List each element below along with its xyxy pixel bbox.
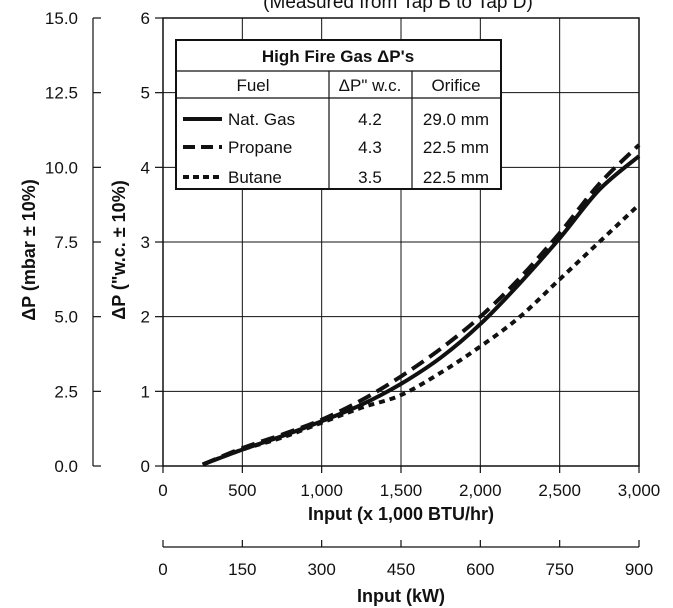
x-kw-tick-label: 900 [625,560,653,579]
y-mbar-tick-label: 15.0 [45,9,78,28]
x-axis-kw-title: Input (kW) [357,586,445,606]
legend-header-dp: ΔP" w.c. [339,76,402,95]
y-axis-mbar-title: ΔP (mbar ± 10%) [19,179,39,321]
x-kw-tick-label: 750 [545,560,573,579]
y-axis-inner: 0 1 2 3 4 5 6 [141,9,163,476]
legend-dp-propane: 4.3 [358,138,382,157]
x-axis-kw: 0 150 300 450 600 750 900 [158,540,653,579]
y-tick-label: 2 [141,308,150,327]
legend-dp-butane: 3.5 [358,168,382,187]
y-tick-label: 6 [141,9,150,28]
y-tick-label: 5 [141,84,150,103]
y-tick-label: 3 [141,233,150,252]
x-tick-label: 500 [228,481,256,500]
y-axis-inner-title: ΔP ("w.c. ± 10%) [109,180,129,319]
x-tick-label: 2,000 [459,481,502,500]
x-kw-tick-label: 600 [466,560,494,579]
y-tick-label: 1 [141,382,150,401]
legend-title: High Fire Gas ΔP's [262,47,414,66]
y-mbar-tick-label: 10.0 [45,158,78,177]
series-butane [201,203,641,467]
x-tick-label: 2,500 [538,481,581,500]
y-tick-label: 0 [141,457,150,476]
series-nat-gas [201,154,641,467]
legend-orifice-propane: 22.5 mm [423,138,489,157]
x-tick-label: 1,000 [300,481,343,500]
y-tick-label: 4 [141,158,150,177]
legend-dp-nat-gas: 4.2 [358,110,382,129]
x-kw-tick-label: 300 [307,560,335,579]
y-mbar-tick-label: 5.0 [54,308,78,327]
legend-header-orifice: Orifice [431,76,480,95]
y-mbar-tick-label: 0.0 [54,457,78,476]
curves [201,143,641,467]
legend-table: High Fire Gas ΔP's Fuel ΔP" w.c. Orifice… [175,39,502,190]
x-kw-tick-label: 450 [387,560,415,579]
legend-box [175,39,502,190]
legend-fuel-butane: Butane [228,168,282,187]
x-tick-label: 1,500 [380,481,423,500]
y-mbar-tick-label: 12.5 [45,84,78,103]
legend-header-fuel: Fuel [236,76,269,95]
y-mbar-tick-label: 2.5 [54,382,78,401]
x-kw-tick-label: 0 [158,560,167,579]
legend-orifice-butane: 22.5 mm [423,168,489,187]
y-axis-mbar: 0.0 2.5 5.0 7.5 10.0 12.5 15.0 [45,9,101,476]
legend-fuel-nat-gas: Nat. Gas [228,110,295,129]
legend-fuel-propane: Propane [228,138,292,157]
x-tick-label: 3,000 [618,481,661,500]
x-kw-tick-label: 150 [228,560,256,579]
legend-orifice-nat-gas: 29.0 mm [423,110,489,129]
x-tick-label: 0 [158,481,167,500]
x-axis-title: Input (x 1,000 BTU/hr) [308,504,494,524]
x-axis-btu: 0 500 1,000 1,500 2,000 2,500 3,000 [158,466,660,500]
y-mbar-tick-label: 7.5 [54,233,78,252]
chart-subtitle: (Measured from Tap B to Tap D) [263,0,533,13]
series-propane [201,143,641,467]
